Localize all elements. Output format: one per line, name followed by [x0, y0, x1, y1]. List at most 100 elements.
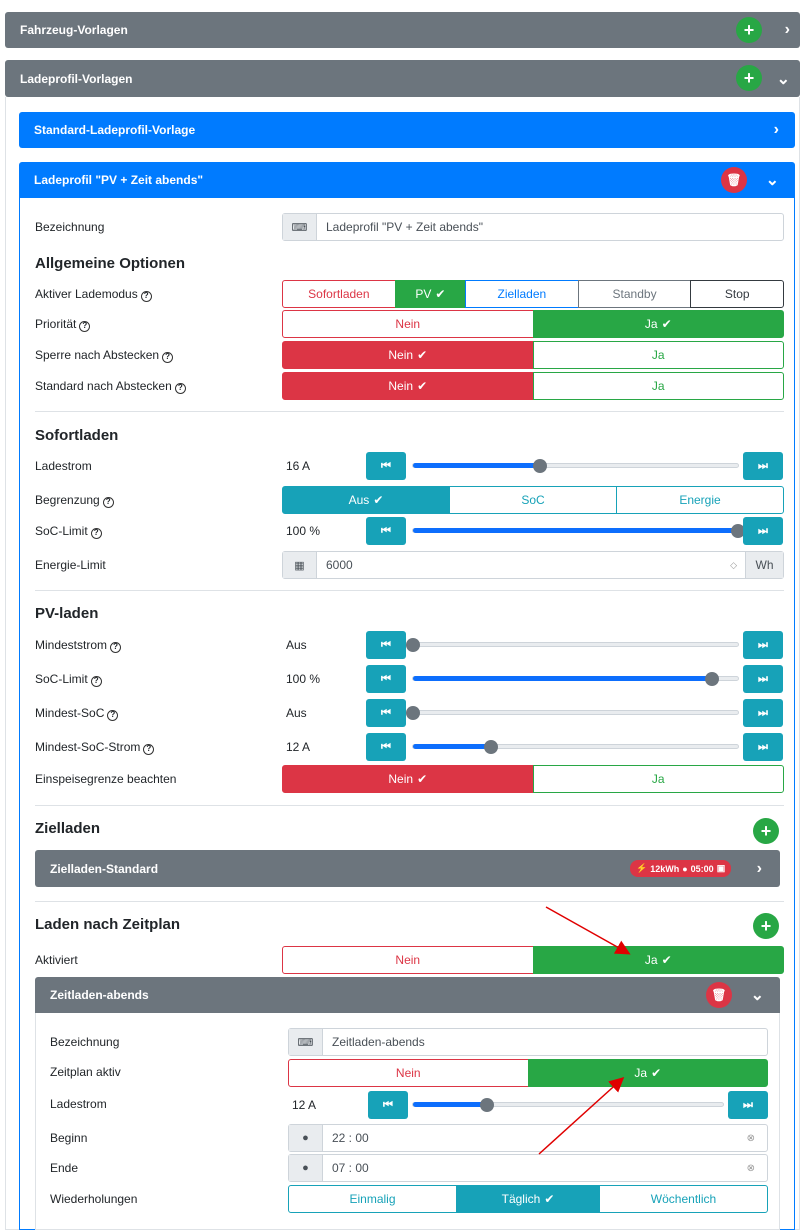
chevron-right-icon[interactable]: ›	[773, 121, 779, 138]
annotation-arrow	[545, 906, 631, 955]
instant-current-decrease-button[interactable]: ⏮	[366, 452, 406, 480]
min-soc-decrease-button[interactable]: ⏮	[366, 699, 406, 727]
mode-sofortladen-button[interactable]: Sofortladen	[282, 280, 396, 308]
chevron-down-icon[interactable]: ⌄	[750, 987, 764, 1004]
charge-profile-templates-header[interactable]: Ladeprofil-Vorlagen + ⌄	[5, 60, 800, 97]
add-target-plan-button[interactable]: +	[753, 818, 779, 844]
plan-active-yes-button[interactable]: Ja ✔	[527, 1059, 768, 1087]
min-current-decrease-button[interactable]: ⏮	[366, 631, 406, 659]
instant-current-slider[interactable]	[412, 459, 739, 473]
slider-thumb[interactable]	[406, 706, 420, 720]
add-vehicle-template-button[interactable]: +	[736, 17, 762, 43]
schedule-no-button[interactable]: Nein	[282, 946, 534, 974]
slider-thumb[interactable]	[532, 459, 547, 473]
min-current-slider[interactable]	[406, 638, 739, 652]
clear-icon[interactable]: ⊗	[746, 1162, 755, 1174]
default-yes-button[interactable]: Ja	[532, 372, 784, 400]
min-soc-increase-button[interactable]: ⏭	[743, 699, 783, 727]
clear-icon[interactable]: ⊗	[746, 1132, 755, 1144]
instant-soc-increase-button[interactable]: ⏭	[743, 517, 783, 545]
plan-current-increase-button[interactable]: ⏭	[728, 1091, 768, 1119]
help-icon[interactable]: ?	[102, 497, 114, 508]
help-icon[interactable]: ?	[90, 676, 102, 687]
chevron-down-icon[interactable]: ⌄	[765, 172, 779, 189]
repeat-once-button[interactable]: Einmalig	[288, 1185, 458, 1213]
delete-profile-button[interactable]: 🗑	[721, 167, 747, 193]
slider-thumb[interactable]	[705, 672, 719, 686]
priority-toggle[interactable]: Nein Ja ✔	[282, 310, 784, 338]
mode-stop-button[interactable]: Stop	[690, 280, 785, 308]
mode-standby-button[interactable]: Standby	[577, 280, 692, 308]
default-after-unplug-toggle[interactable]: Nein ✔ Ja	[282, 372, 784, 400]
mode-zielladen-button[interactable]: Zielladen	[464, 280, 579, 308]
plan-current-slider[interactable]	[412, 1098, 724, 1112]
schedule-active-toggle[interactable]: Nein Ja ✔	[282, 946, 784, 974]
limit-selector[interactable]: Aus ✔ SoC Energie	[282, 486, 784, 514]
help-icon[interactable]: ?	[174, 383, 186, 394]
help-icon[interactable]: ?	[143, 744, 155, 755]
plan-active-toggle[interactable]: Nein Ja ✔	[288, 1059, 768, 1087]
min-soc-current-decrease-button[interactable]: ⏮	[366, 733, 406, 761]
slider-thumb[interactable]	[731, 524, 745, 538]
lock-after-unplug-toggle[interactable]: Nein ✔ Ja	[282, 341, 784, 369]
vehicle-templates-header[interactable]: Fahrzeug-Vorlagen + ›	[5, 12, 800, 48]
plan-name-input[interactable]: ⌨ Zeitladen-abends	[288, 1028, 768, 1056]
default-no-button[interactable]: Nein ✔	[282, 372, 534, 400]
help-icon[interactable]: ?	[110, 642, 122, 653]
min-current-increase-button[interactable]: ⏭	[743, 631, 783, 659]
pv-soc-slider[interactable]	[412, 672, 739, 686]
priority-yes-button[interactable]: Ja ✔	[532, 310, 784, 338]
delete-schedule-plan-button[interactable]: 🗑	[706, 982, 732, 1008]
pv-soc-increase-button[interactable]: ⏭	[743, 665, 783, 693]
slider-thumb[interactable]	[484, 740, 498, 754]
slider-thumb[interactable]	[406, 638, 420, 652]
pv-soc-decrease-button[interactable]: ⏮	[366, 665, 406, 693]
spinner-icon[interactable]: ◇	[730, 559, 737, 570]
schedule-plan-header[interactable]: Zeitladen-abends 🗑 ⌄	[35, 977, 780, 1013]
mode-selector[interactable]: Sofortladen PV ✔ Zielladen Standby Stop	[282, 280, 785, 308]
end-time-input[interactable]: ● 07 : 00 ⊗	[288, 1154, 768, 1182]
instant-soc-slider[interactable]	[412, 524, 745, 538]
instant-current-increase-button[interactable]: ⏭	[743, 452, 783, 480]
feed-in-yes-button[interactable]: Ja	[532, 765, 784, 793]
lock-yes-button[interactable]: Ja	[532, 341, 784, 369]
limit-off-button[interactable]: Aus ✔	[282, 486, 450, 514]
help-icon[interactable]: ?	[79, 321, 91, 332]
repeat-selector[interactable]: Einmalig Täglich ✔ Wöchentlich	[288, 1185, 768, 1213]
profile-header[interactable]: Ladeprofil "PV + Zeit abends" 🗑 ⌄	[19, 162, 795, 198]
chevron-right-icon[interactable]: ›	[784, 21, 790, 38]
energy-limit-value: 6000	[326, 558, 353, 572]
help-icon[interactable]: ?	[162, 352, 174, 363]
limit-soc-button[interactable]: SoC	[449, 486, 617, 514]
min-soc-slider[interactable]	[406, 706, 739, 720]
plan-active-no-button[interactable]: Nein	[288, 1059, 529, 1087]
lock-no-button[interactable]: Nein ✔	[282, 341, 534, 369]
energy-limit-input[interactable]: ▦ 6000 ◇ Wh	[282, 551, 784, 579]
feed-in-limit-toggle[interactable]: Nein ✔ Ja	[282, 765, 784, 793]
help-icon[interactable]: ?	[140, 291, 152, 302]
min-soc-current-slider[interactable]	[412, 740, 739, 754]
repeat-daily-button[interactable]: Täglich ✔	[456, 1185, 600, 1213]
instant-soc-decrease-button[interactable]: ⏮	[366, 517, 406, 545]
min-soc-current-value: 12 A	[286, 740, 311, 754]
chevron-down-icon[interactable]: ⌄	[776, 70, 790, 88]
plan-current-decrease-button[interactable]: ⏮	[368, 1091, 408, 1119]
add-schedule-button[interactable]: +	[753, 913, 779, 939]
min-soc-current-increase-button[interactable]: ⏭	[743, 733, 783, 761]
slider-thumb[interactable]	[480, 1098, 495, 1112]
priority-no-button[interactable]: Nein	[282, 310, 534, 338]
mode-pv-button[interactable]: PV ✔	[394, 280, 466, 308]
help-icon[interactable]: ?	[90, 528, 102, 539]
feed-in-no-button[interactable]: Nein ✔	[282, 765, 534, 793]
limit-energy-button[interactable]: Energie	[616, 486, 784, 514]
profile-name-input[interactable]: ⌨ Ladeprofil "PV + Zeit abends"	[282, 213, 784, 241]
check-icon: ✔	[661, 953, 672, 967]
add-charge-profile-button[interactable]: +	[736, 65, 762, 91]
schedule-yes-button[interactable]: Ja ✔	[532, 946, 784, 974]
repeat-weekly-button[interactable]: Wöchentlich	[598, 1185, 768, 1213]
target-standard-header[interactable]: Zielladen-Standard ⚡ 12kWh ● 05:00 ▣ ›	[35, 850, 780, 887]
chevron-right-icon[interactable]: ›	[756, 859, 762, 877]
help-icon[interactable]: ?	[107, 710, 119, 721]
begin-time-input[interactable]: ● 22 : 00 ⊗	[288, 1124, 768, 1152]
standard-template-header[interactable]: Standard-Ladeprofil-Vorlage ›	[19, 112, 795, 148]
